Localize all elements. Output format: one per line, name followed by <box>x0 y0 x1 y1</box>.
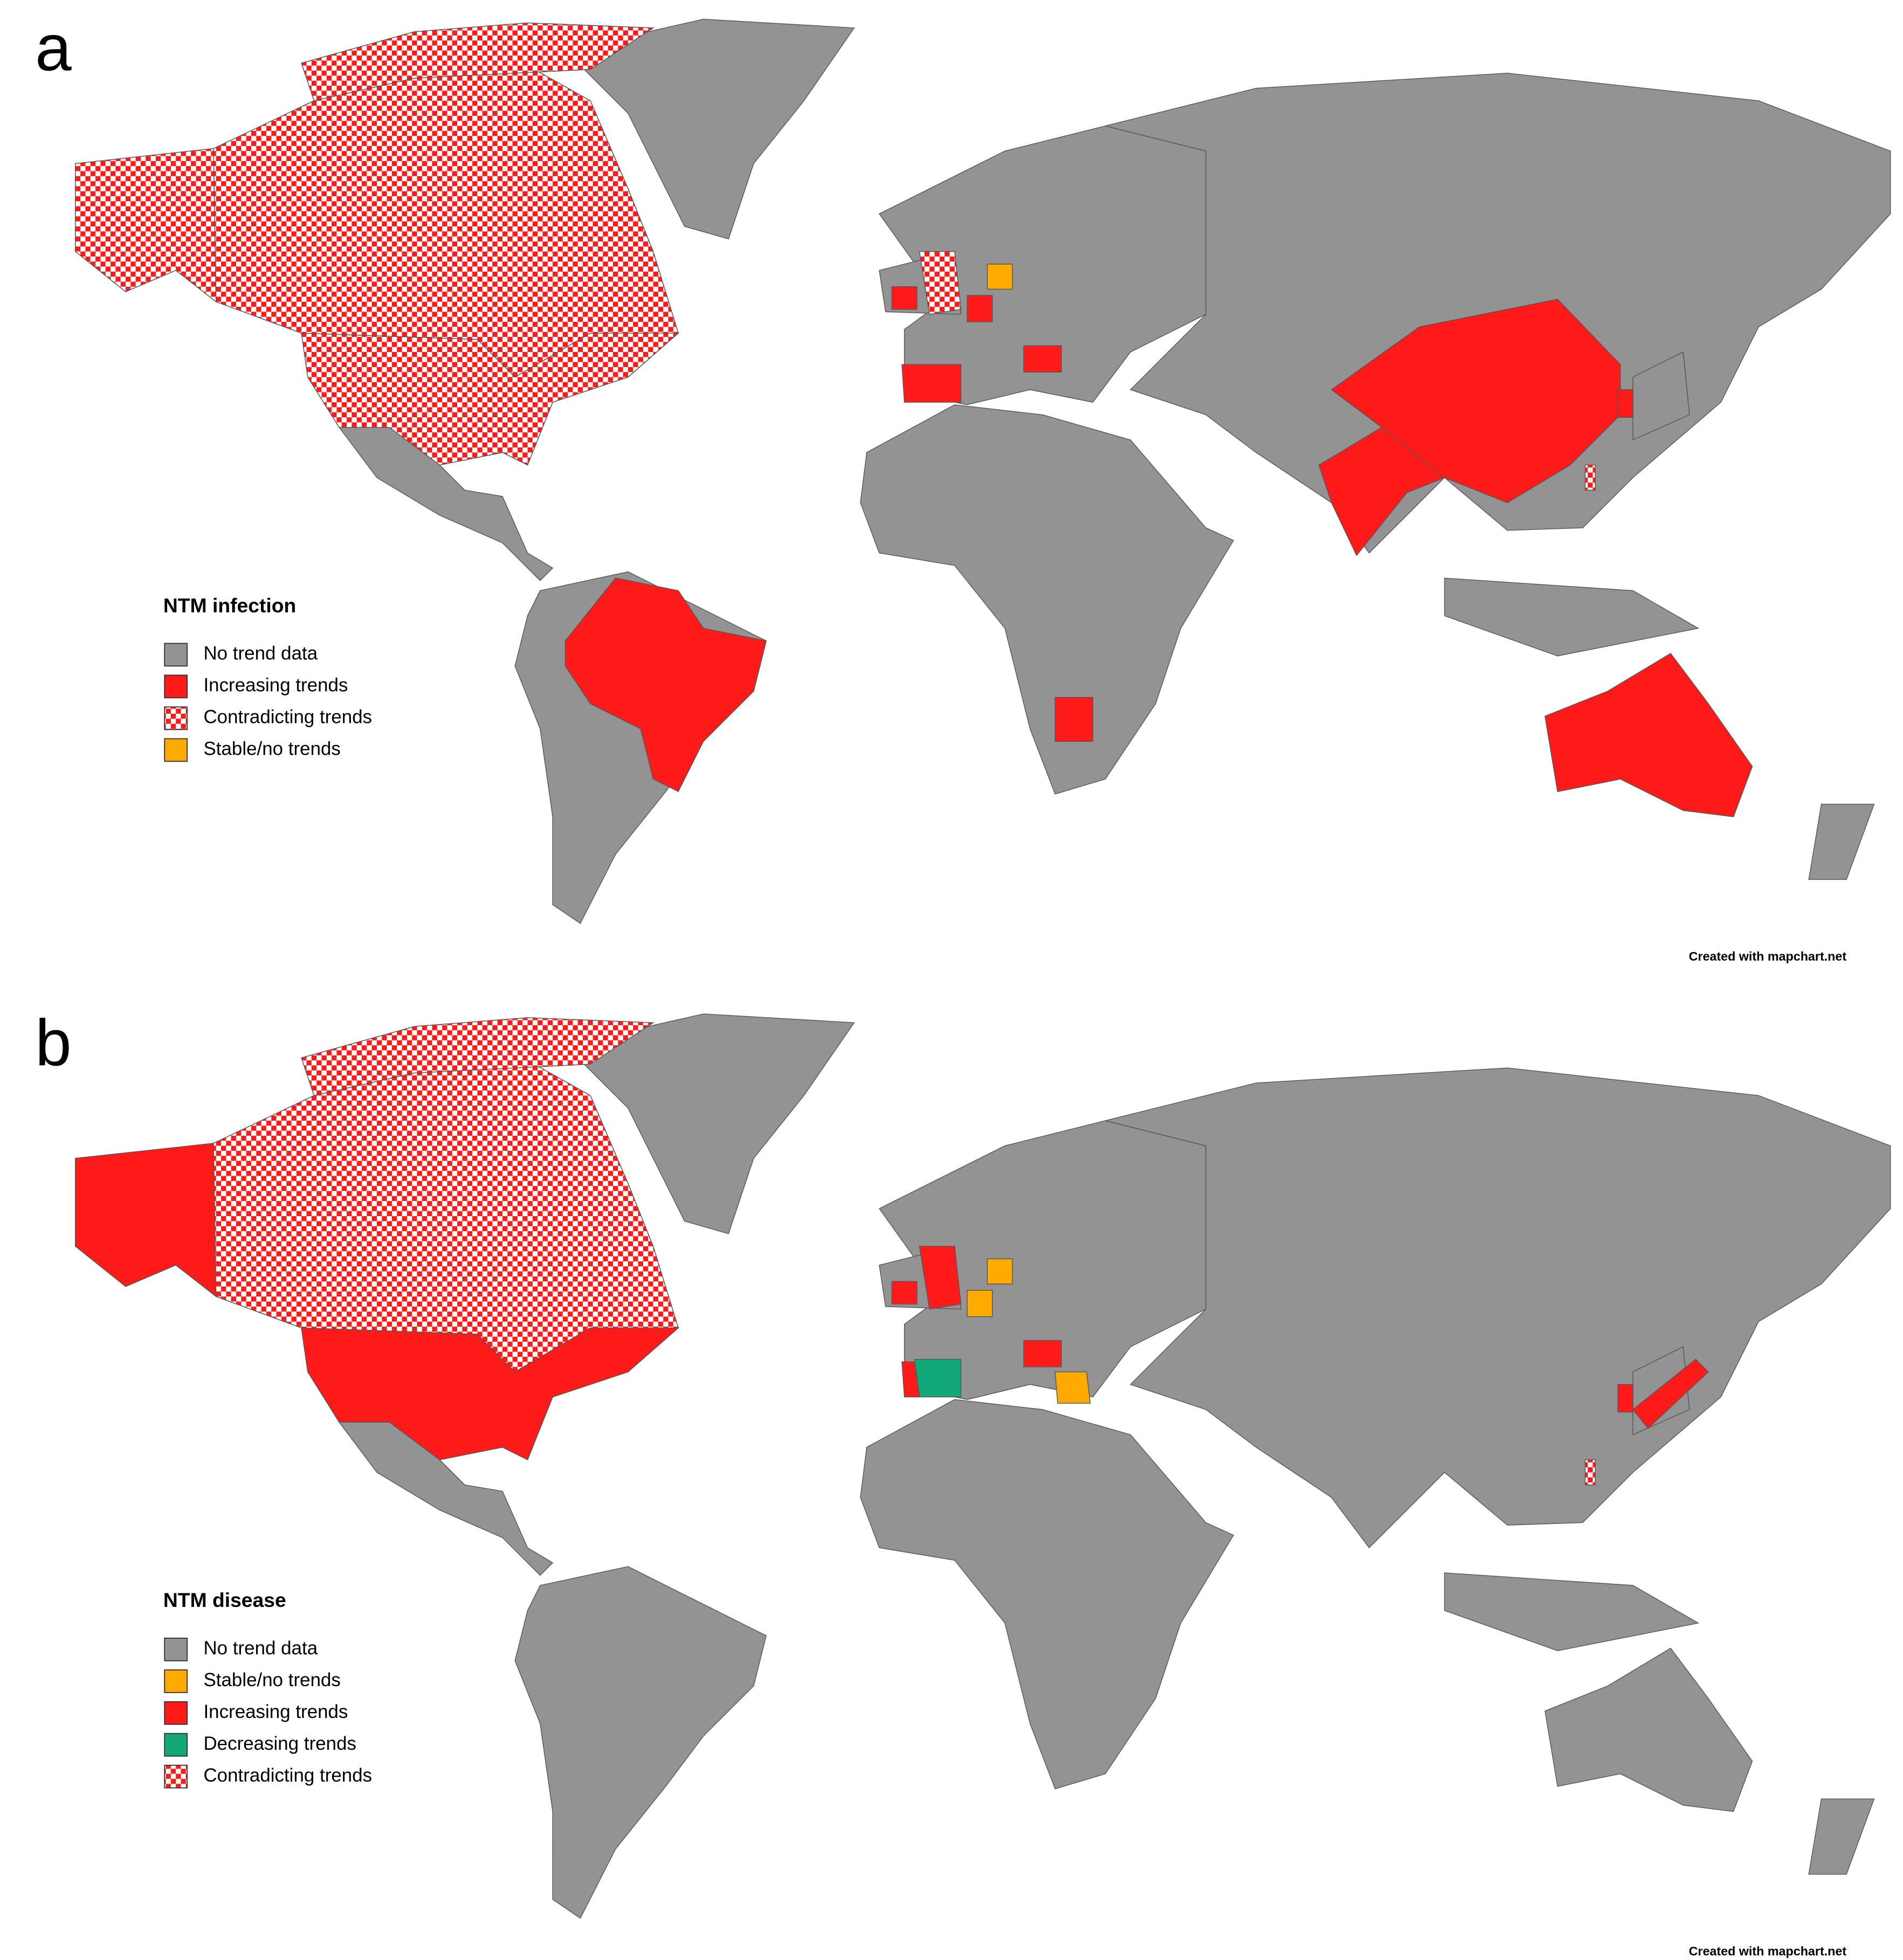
panel-label: a <box>35 11 72 84</box>
land <box>1105 1067 1891 1549</box>
country <box>901 364 962 403</box>
land <box>514 1566 767 1919</box>
legend-title: NTM disease <box>163 1589 286 1611</box>
country <box>301 22 654 101</box>
credit: Created with mapchart.net <box>1689 1944 1847 1958</box>
country <box>213 65 679 378</box>
country <box>967 295 993 322</box>
land <box>1632 351 1690 441</box>
map-panel <box>75 18 1891 924</box>
legend-swatch <box>164 1701 188 1725</box>
country <box>1054 1371 1091 1404</box>
land <box>564 1013 855 1234</box>
country <box>891 1281 918 1305</box>
country <box>564 577 767 792</box>
legend-label: Contradicting trends <box>203 1765 372 1786</box>
country <box>1318 426 1445 556</box>
legend-swatch <box>164 1733 188 1757</box>
panel-label: b <box>35 1006 71 1079</box>
country <box>919 1246 962 1310</box>
country <box>891 286 918 310</box>
land <box>1444 577 1700 657</box>
land <box>860 404 1235 795</box>
country <box>914 1358 962 1398</box>
country <box>301 1017 654 1096</box>
country <box>901 1361 920 1398</box>
credit: Created with mapchart.net <box>1689 949 1847 963</box>
legend-title: NTM infection <box>163 594 296 617</box>
country <box>213 1060 679 1372</box>
legend-swatch <box>164 1638 188 1661</box>
legend-label: Contradicting trends <box>203 707 372 728</box>
land <box>1808 804 1875 880</box>
country <box>1023 345 1062 372</box>
legend-label: Stable/no trends <box>203 1669 340 1690</box>
land <box>1808 1798 1875 1875</box>
legend-swatch <box>164 674 188 699</box>
country <box>1023 1340 1062 1368</box>
legend-label: No trend data <box>203 643 318 664</box>
country <box>301 1327 680 1461</box>
land <box>564 18 855 240</box>
legend-label: Increasing trends <box>203 675 348 696</box>
country <box>1584 464 1596 491</box>
legend-swatch <box>164 1764 188 1789</box>
country <box>75 148 217 303</box>
country <box>301 333 680 466</box>
legend-label: Decreasing trends <box>203 1733 356 1754</box>
legend-label: No trend data <box>203 1638 318 1659</box>
country <box>1545 653 1753 817</box>
country <box>1054 697 1093 742</box>
legend-swatch <box>164 1669 188 1693</box>
country <box>967 1289 993 1317</box>
land <box>860 1399 1235 1790</box>
land <box>1444 1572 1700 1651</box>
map-panel <box>75 1013 1891 1919</box>
country <box>1617 1384 1633 1413</box>
country <box>987 1258 1013 1285</box>
country <box>987 264 1013 290</box>
legend-swatch <box>164 706 188 730</box>
country <box>1584 1459 1596 1486</box>
legend-swatch <box>164 643 188 667</box>
land <box>1545 1647 1753 1812</box>
country <box>1632 1358 1709 1429</box>
legend-swatch <box>164 738 188 762</box>
country <box>1617 389 1633 418</box>
country <box>919 251 962 315</box>
legend-label: Increasing trends <box>203 1701 348 1722</box>
legend-label: Stable/no trends <box>203 739 340 760</box>
country <box>75 1143 217 1298</box>
